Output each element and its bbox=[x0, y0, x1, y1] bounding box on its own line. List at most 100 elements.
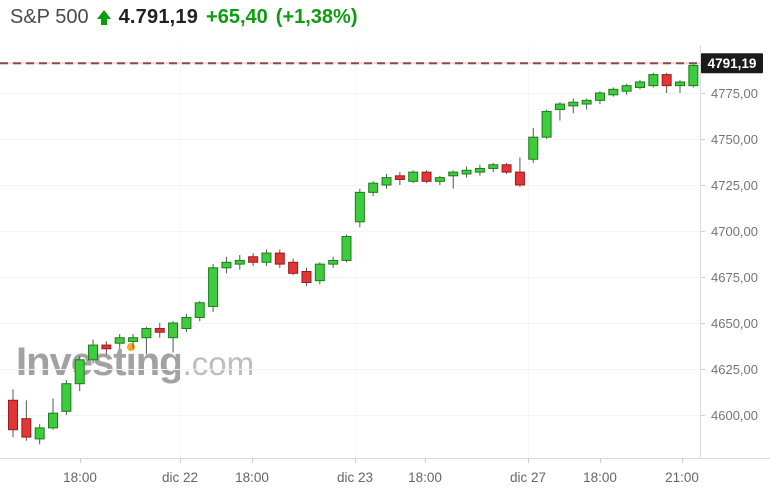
candle-body-down bbox=[301, 270, 312, 284]
candle-body-down bbox=[8, 399, 18, 431]
candlestick bbox=[461, 166, 472, 178]
candle-body-up bbox=[221, 261, 232, 269]
candlestick bbox=[301, 267, 312, 287]
candle-body-up bbox=[594, 92, 605, 101]
candle-body-up bbox=[234, 259, 245, 265]
instrument-header: S&P 500 4.791,19 +65,40 (+1,38%) bbox=[10, 6, 358, 29]
candlestick bbox=[528, 127, 539, 163]
candlestick bbox=[541, 109, 552, 139]
candle-body-down bbox=[288, 261, 299, 274]
current-price-badge-label: 4791,19 bbox=[708, 56, 757, 71]
candlestick bbox=[21, 400, 32, 441]
candlestick bbox=[128, 334, 139, 349]
candle-body-up bbox=[608, 88, 619, 96]
candle-body-down bbox=[421, 171, 432, 182]
candle-body-up bbox=[554, 103, 565, 111]
candle-body-up bbox=[114, 337, 125, 344]
candlestick bbox=[61, 380, 72, 415]
candlestick bbox=[621, 83, 632, 95]
watermark-i: ı bbox=[125, 340, 137, 384]
candle-body-down bbox=[101, 344, 112, 350]
candle-body-up bbox=[675, 81, 685, 87]
candle-body-up bbox=[74, 359, 85, 385]
candle-body-up bbox=[141, 328, 152, 339]
candlestick bbox=[474, 164, 485, 176]
candle-body-up bbox=[34, 427, 45, 440]
candlestick bbox=[434, 175, 445, 185]
price-axis-label: 4625,00 bbox=[711, 362, 758, 377]
candle-body-up bbox=[541, 110, 552, 138]
candle-body-up bbox=[168, 322, 179, 339]
candlestick bbox=[194, 300, 205, 322]
last-price: 4.791,19 bbox=[118, 6, 199, 28]
candlestick bbox=[221, 256, 232, 274]
price-change-percent: (+1,38%) bbox=[275, 6, 358, 28]
candle-body-up bbox=[314, 263, 325, 282]
time-axis-label: dic 22 bbox=[162, 470, 198, 485]
candle-body-up bbox=[434, 177, 445, 182]
price-axis-label: 4650,00 bbox=[711, 316, 758, 331]
candlestick bbox=[488, 162, 499, 173]
candlestick bbox=[154, 323, 165, 338]
candlestick bbox=[101, 341, 112, 355]
candle-body-up bbox=[128, 337, 139, 342]
candlestick bbox=[48, 398, 59, 430]
candlestick bbox=[554, 102, 565, 121]
candle-body-up bbox=[181, 316, 192, 330]
candle-body-up bbox=[621, 85, 632, 92]
watermark-orange-dot-icon bbox=[126, 343, 135, 351]
candle-body-up bbox=[261, 252, 272, 263]
time-axis-label: 18:00 bbox=[63, 470, 97, 485]
candlestick bbox=[274, 249, 285, 268]
candle-body-up bbox=[461, 169, 472, 175]
candle-body-down bbox=[154, 328, 165, 333]
candlestick bbox=[234, 254, 245, 270]
candle-body-up bbox=[341, 236, 352, 261]
candlestick bbox=[608, 87, 619, 97]
candlestick bbox=[501, 162, 512, 174]
candlestick bbox=[141, 326, 152, 355]
candlestick bbox=[648, 72, 659, 88]
price-axis-label: 4600,00 bbox=[711, 408, 758, 423]
candle-body-up bbox=[208, 267, 219, 307]
price-axis-label: 4750,00 bbox=[711, 132, 758, 147]
candle-body-up bbox=[528, 136, 539, 160]
time-axis-label: dic 23 bbox=[337, 470, 373, 485]
candle-body-up bbox=[48, 412, 59, 429]
candlestick bbox=[688, 63, 699, 88]
candle-body-up bbox=[474, 167, 485, 173]
candlestick bbox=[594, 91, 605, 105]
candle-body-down bbox=[501, 164, 512, 173]
price-axis-label: 4675,00 bbox=[711, 270, 758, 285]
candle-body-down bbox=[274, 252, 285, 265]
candle-body-up bbox=[488, 164, 499, 169]
candle-body-up bbox=[61, 383, 72, 412]
candle-body-up bbox=[194, 302, 205, 318]
candlestick bbox=[581, 98, 592, 110]
candle-body-down bbox=[661, 74, 672, 87]
price-axis-label: 4700,00 bbox=[711, 224, 758, 239]
candle-body-down bbox=[514, 171, 525, 186]
price-change: +65,40 bbox=[206, 6, 268, 28]
time-axis-label: 18:00 bbox=[408, 470, 442, 485]
candlestick bbox=[74, 356, 85, 392]
candlestick bbox=[88, 339, 99, 364]
candlestick bbox=[114, 334, 125, 349]
candle-body-up bbox=[448, 171, 459, 177]
candlestick bbox=[381, 173, 392, 189]
candle-body-up bbox=[368, 182, 379, 193]
candle-body-up bbox=[568, 101, 579, 107]
candle-body-up bbox=[381, 177, 392, 186]
candlestick bbox=[448, 170, 459, 189]
candle-body-up bbox=[408, 171, 419, 182]
candle-body-up bbox=[581, 99, 592, 105]
candle-body-up bbox=[88, 344, 99, 361]
candlestick bbox=[248, 253, 259, 266]
time-axis-label: 21:00 bbox=[665, 470, 699, 485]
candlestick bbox=[421, 170, 432, 184]
candlestick bbox=[328, 256, 339, 268]
candle-body-up bbox=[328, 259, 339, 265]
candlestick bbox=[8, 389, 18, 438]
